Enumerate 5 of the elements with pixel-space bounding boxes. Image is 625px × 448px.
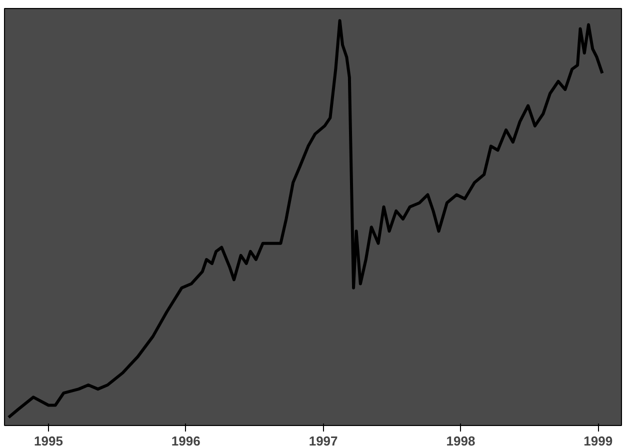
x-tick-label: 1995 (34, 434, 63, 448)
x-tick-label: 1997 (308, 434, 338, 448)
x-tick-label: 1999 (584, 434, 613, 448)
x-tick-label: 1996 (171, 434, 200, 448)
x-tick-label: 1998 (446, 434, 476, 448)
